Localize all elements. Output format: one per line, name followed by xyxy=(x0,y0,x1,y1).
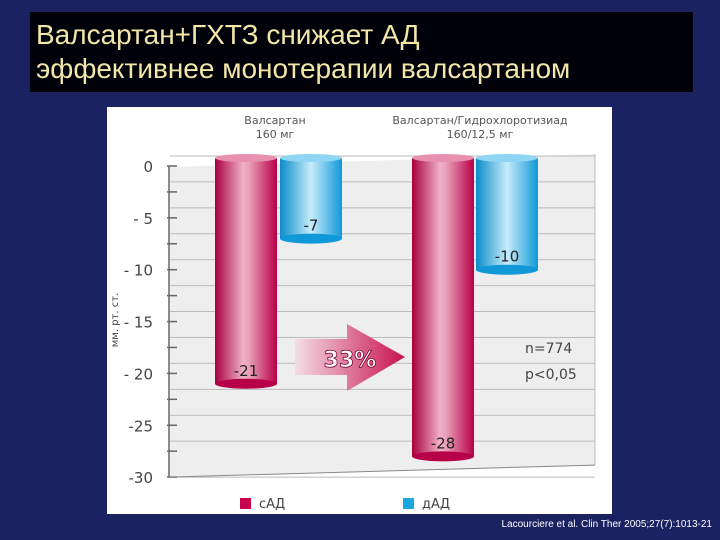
y-tick-label: - 10 xyxy=(124,262,153,280)
bar-дАД-2: -10 xyxy=(476,154,538,275)
title-line-1: Валсартан+ГХТЗ снижает АД xyxy=(36,19,420,50)
chart-panel: 0 - 5 - 10 - 15 - 20 -25 -30 -21 -28 -7 -10 мм. р… xyxy=(107,107,612,514)
legend-label-diastolic: дАД xyxy=(422,497,450,512)
bar-cap xyxy=(412,154,474,162)
bar-value-label: -21 xyxy=(234,362,259,380)
legend-swatch-systolic xyxy=(240,498,251,509)
p-value: p<0,05 xyxy=(525,367,577,383)
title-line-2: эффективнее монотерапии валсартаном xyxy=(36,53,571,84)
category-label-1-line-2: 160 мг xyxy=(256,128,295,141)
arrow-shape xyxy=(295,324,405,391)
bar-body xyxy=(412,158,474,457)
slide-title: Валсартан+ГХТЗ снижает АД эффективнее мо… xyxy=(30,12,693,92)
bar-body xyxy=(280,158,342,239)
category-label-2-line-1: Валсартан/Гидрохлоротизиад xyxy=(392,114,568,127)
bar-bottom xyxy=(412,451,474,462)
bar-body xyxy=(215,158,277,384)
bar-bottom xyxy=(215,378,277,389)
bar-value-label: -28 xyxy=(431,434,456,452)
legend-label-systolic: сАД xyxy=(259,497,285,512)
y-tick-label: -25 xyxy=(129,417,154,435)
bar-bottom xyxy=(280,233,342,244)
y-tick-label: - 5 xyxy=(133,210,153,228)
y-axis-label: мм. рт. ст. xyxy=(110,293,121,347)
improvement-arrow: 33% xyxy=(295,324,405,391)
y-tick-label: - 20 xyxy=(124,365,153,383)
bar-bottom xyxy=(476,264,538,275)
y-tick-label: - 15 xyxy=(124,314,153,332)
arrow-percent: 33% xyxy=(324,348,377,373)
category-label-1-line-1: Валсартан xyxy=(244,114,305,127)
category-label-2-line-2: 160/12,5 мг xyxy=(447,128,514,141)
bar-сАД-1: -21 xyxy=(215,154,277,389)
bar-value-label: -7 xyxy=(304,217,319,235)
bar-cap xyxy=(215,154,277,162)
y-tick-label: 0 xyxy=(143,158,153,176)
bar-cap xyxy=(280,154,342,162)
bar-cap xyxy=(476,154,538,162)
bar-body xyxy=(476,158,538,270)
citation: Lacourciere et al. Clin Ther 2005;27(7):… xyxy=(501,519,713,530)
bar-дАД-1: -7 xyxy=(280,154,342,244)
bar-сАД-2: -28 xyxy=(412,154,474,462)
sample-size: n=774 xyxy=(525,341,572,357)
bar-chart: 0 - 5 - 10 - 15 - 20 -25 -30 -21 -28 -7 -10 мм. р… xyxy=(110,114,596,512)
x-axis-line xyxy=(168,464,596,478)
legend-swatch-diastolic xyxy=(403,498,414,509)
y-tick-label: -30 xyxy=(129,469,154,487)
bar-value-label: -10 xyxy=(495,248,520,266)
